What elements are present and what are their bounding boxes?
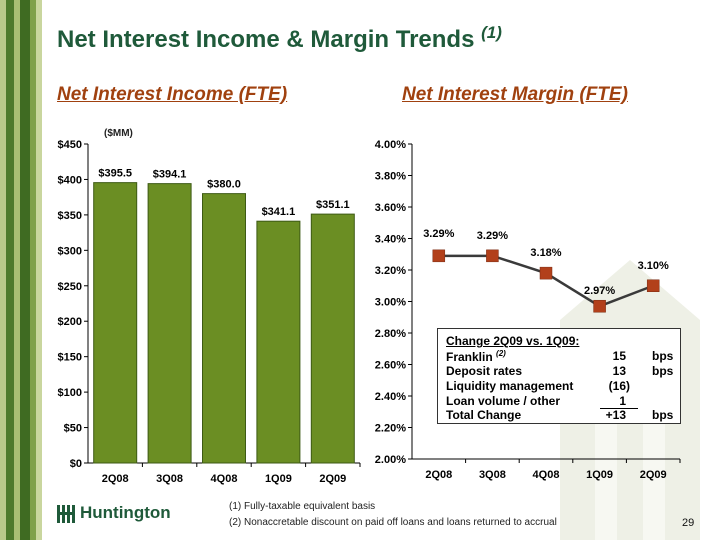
- y-tick-label: $200: [58, 316, 82, 328]
- page-title: Net Interest Income & Margin Trends (1): [57, 23, 502, 54]
- bar: [202, 193, 246, 464]
- x-tick-label: 2Q08: [102, 473, 129, 485]
- y-tick-label: $350: [58, 210, 82, 222]
- change-row-unit: bps: [652, 408, 674, 422]
- logo-mark-icon: [57, 505, 75, 523]
- data-point-marker: [593, 299, 606, 313]
- bar: [147, 183, 192, 464]
- y-tick-label: $400: [58, 174, 82, 186]
- footnote-2: (2) Nonaccretable discount on paid off l…: [229, 517, 557, 528]
- data-point-marker: [486, 249, 499, 263]
- footnote-1: (1) Fully-taxable equivalent basis: [229, 501, 376, 512]
- x-tick-label: 3Q08: [479, 469, 506, 481]
- bar-value-label: $394.1: [153, 169, 187, 181]
- y-tick-label: $100: [58, 387, 82, 399]
- y-tick-label: $0: [70, 458, 82, 470]
- bar-value-label: $341.1: [262, 206, 296, 218]
- page-number: 29: [682, 517, 695, 529]
- change-row-value: 1: [619, 394, 626, 408]
- y-tick-label: $450: [58, 139, 82, 151]
- page-title-text: Net Interest Income & Margin Trends: [57, 26, 475, 53]
- x-tick-label: 2Q09: [640, 469, 667, 481]
- bar: [256, 220, 301, 464]
- change-row-label: Liquidity management: [446, 379, 574, 393]
- data-point-marker: [646, 279, 660, 292]
- change-row-value: 15: [612, 349, 626, 363]
- change-row-footnote-ref: (2): [496, 349, 506, 358]
- change-row-value: 13: [612, 364, 626, 378]
- change-row: Liquidity management (16): [446, 379, 676, 394]
- data-point-label: 3.29%: [477, 230, 508, 242]
- data-point-label: 3.29%: [423, 228, 454, 240]
- change-row-label: Deposit rates: [446, 364, 523, 378]
- change-row-value: (16): [608, 379, 630, 393]
- change-row-label: Loan volume / other: [446, 394, 561, 408]
- subtotal-rule: [600, 408, 638, 409]
- bar-value-label: $395.5: [98, 168, 132, 180]
- decorative-stripes: [0, 0, 42, 540]
- left-chart-subtitle: Net Interest Income (FTE): [57, 84, 288, 105]
- y-tick-label: $150: [58, 352, 82, 364]
- data-point-label: 3.18%: [530, 247, 561, 259]
- y-tick-label: $300: [58, 245, 82, 257]
- logo-text: Huntington: [80, 503, 171, 522]
- change-row-value: +13: [605, 408, 626, 422]
- y-tick-label: 2.40%: [375, 391, 406, 403]
- y-tick-label: 3.80%: [375, 171, 406, 183]
- change-row: Loan volume / other 1: [446, 394, 676, 409]
- x-tick-label: 2Q08: [425, 469, 452, 481]
- data-point-marker: [432, 249, 446, 263]
- change-row-unit: bps: [652, 349, 674, 363]
- change-summary-box: Change 2Q09 vs. 1Q09: Franklin (2) 15 bp…: [437, 328, 681, 424]
- company-logo: Huntington: [56, 503, 186, 527]
- change-row: Franklin (2) 15 bps: [446, 349, 676, 364]
- y-tick-label: $250: [58, 281, 82, 293]
- x-tick-label: 4Q08: [533, 469, 560, 481]
- data-point-marker: [539, 266, 553, 280]
- data-point-label: 3.10%: [638, 260, 669, 272]
- y-tick-label: 4.00%: [375, 139, 406, 151]
- y-tick-label: 2.80%: [375, 328, 406, 340]
- change-row-label: Total Change: [446, 408, 522, 422]
- y-axis-unit-label: ($MM): [104, 128, 133, 139]
- series-line: [438, 254, 654, 308]
- change-box-heading: Change 2Q09 vs. 1Q09:: [446, 334, 580, 348]
- right-chart-subtitle: Net Interest Margin (FTE): [402, 84, 628, 105]
- x-tick-label: 1Q09: [265, 473, 292, 485]
- bar: [93, 182, 138, 464]
- y-tick-label: 2.00%: [375, 454, 406, 466]
- change-row: Total Change +13 bps: [446, 408, 676, 423]
- change-row-label: Franklin: [446, 350, 493, 364]
- y-tick-label: 3.40%: [375, 234, 406, 246]
- y-tick-label: 2.60%: [375, 360, 406, 372]
- net-interest-margin-line-chart: 2.00% 2.20% 2.40% 2.60% 2.80% 3.00% 3.20% 3.40%…: [375, 139, 681, 481]
- y-tick-label: 3.60%: [375, 202, 406, 214]
- bar-value-label: $380.0: [207, 179, 241, 191]
- x-tick-label: 3Q08: [156, 473, 183, 485]
- bar-value-label: $351.1: [316, 199, 350, 211]
- page-title-footnote-ref: (1): [481, 23, 502, 42]
- x-tick-label: 1Q09: [586, 469, 613, 481]
- y-tick-label: $50: [64, 423, 82, 435]
- change-row-unit: bps: [652, 364, 674, 378]
- change-row: Deposit rates 13 bps: [446, 364, 676, 379]
- net-interest-income-bar-chart: ($MM) $0 $50 $100 $150 $200 $250 $300 $350 $400 $4…: [58, 128, 361, 485]
- y-tick-label: 3.00%: [375, 297, 406, 309]
- x-tick-label: 2Q09: [319, 473, 346, 485]
- y-tick-label: 2.20%: [375, 423, 406, 435]
- data-point-label: 2.97%: [584, 285, 615, 297]
- x-tick-label: 4Q08: [211, 473, 238, 485]
- bar: [310, 213, 355, 464]
- y-tick-label: 3.20%: [375, 265, 406, 277]
